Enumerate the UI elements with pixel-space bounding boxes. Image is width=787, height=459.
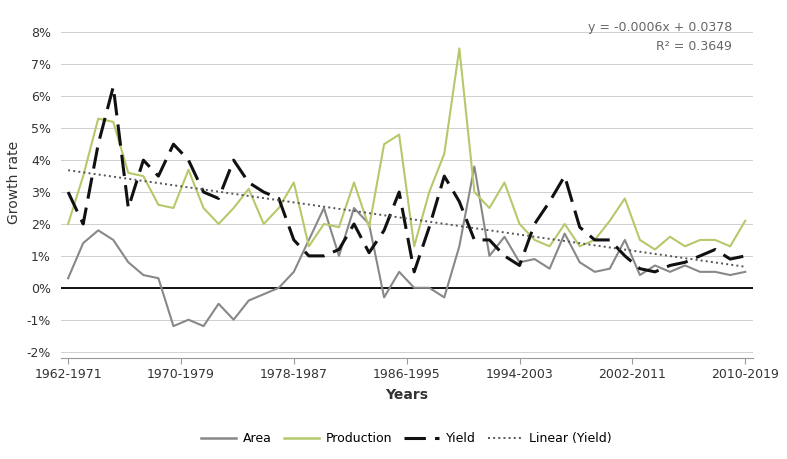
Legend: Area, Production, Yield, Linear (Yield): Area, Production, Yield, Linear (Yield)	[197, 427, 617, 450]
X-axis label: Years: Years	[385, 388, 428, 403]
Y-axis label: Growth rate: Growth rate	[7, 141, 21, 224]
Text: y = -0.0006x + 0.0378
R² = 0.3649: y = -0.0006x + 0.0378 R² = 0.3649	[588, 21, 732, 53]
